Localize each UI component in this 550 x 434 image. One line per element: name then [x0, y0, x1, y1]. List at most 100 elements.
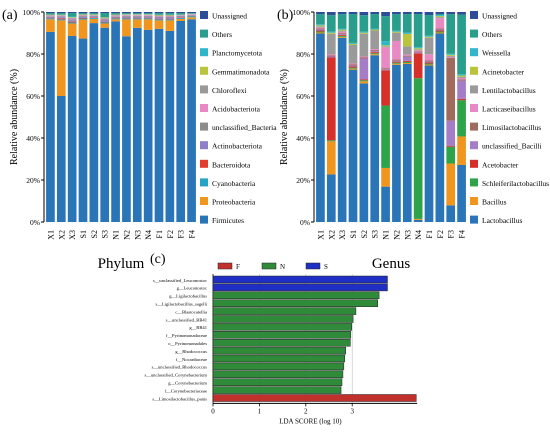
bar-a-n4-proteobacteria: [143, 19, 153, 30]
bar-b-s3-unassigned: [370, 12, 380, 15]
bar-a-x3-bacteroidota: [67, 21, 77, 23]
bar-a-s2-actinobacteriota: [89, 16, 99, 18]
bar-b-n4-weissella: [413, 47, 423, 49]
legend-swatch-b-acetobacter: [470, 159, 478, 168]
bar-b-s2-bacillus: [359, 81, 369, 84]
bar-b-n2-unassigned: [392, 12, 401, 15]
bar-a-n2-others: [122, 13, 131, 15]
bar-b-n2-others: [392, 14, 401, 31]
lda-label-s-unclassified-rhodococcus: s__unclassified_Rhodococcus: [152, 365, 208, 370]
lda-bar-g-leuconostoc: [212, 283, 388, 292]
bar-b-x2-unclassified-bacilli: [326, 56, 336, 58]
legend-swatch-b-lacticaseibacillus: [470, 104, 478, 112]
bar-a-n3-actinobacteriota: [132, 16, 142, 18]
panel-a-ytick-label: 100%: [23, 8, 41, 17]
bar-b-x2-bacillus: [326, 141, 336, 175]
xtick-a-n3: N3: [133, 230, 142, 240]
panel-c-xtick-label: 1: [258, 407, 262, 415]
bar-b-n2-schleiferilactobacillus: [392, 62, 401, 64]
bar-a-x3-actinobacteriota: [67, 20, 77, 22]
bar-b-x3-acinetobacter: [337, 29, 347, 31]
legend-label-a-others: Others: [212, 30, 232, 39]
bar-a-f1-others: [154, 13, 164, 15]
bar-b-s3-others: [370, 14, 380, 29]
lda-bar-s-limosilactobacillus-panis: [212, 394, 417, 402]
bar-a-s2-proteobacteria: [89, 18, 99, 24]
lda-label-s-unclassified-corynebacterium: s__unclassified_Corynebacterium: [144, 373, 207, 378]
bar-a-f3-unclassified-bacteria: [176, 15, 186, 17]
bar-b-n4-acetobacter: [413, 53, 423, 79]
bar-b-n2-lactobacillus: [392, 64, 401, 222]
bar-b-s1-lacticaseibacillus: [348, 63, 358, 65]
bar-a-s3-chloroflexi: [100, 18, 110, 19]
lda-bar-g-rhodococcus: [212, 346, 346, 355]
bar-b-f4-unassigned: [457, 12, 466, 15]
lda-label-g-corynebacterium: g__Corynebacterium: [168, 381, 207, 386]
bar-a-s1-acidobacteriota: [78, 15, 88, 17]
bar-b-s2-weissella: [359, 31, 369, 33]
lda-label-f-pyrinomonadaceae: f__Pyrinomonadaceae: [166, 333, 207, 338]
bar-b-x1-acetobacter: [316, 30, 325, 32]
legend-swatch-a-proteobacteria: [200, 197, 208, 205]
bar-b-s2-others: [359, 15, 369, 32]
bar-b-s1-bacillus: [348, 68, 358, 70]
panel-c-taxa-labels: s__unclassified_Leuconostoc g__Leuconosto…: [144, 278, 207, 402]
legend-swatch-a-chloroflexi: [200, 85, 208, 94]
bar-b-s1-schleiferilactobacillus: [348, 67, 358, 69]
bar-a-s2-unclassified-bacteria: [89, 15, 99, 17]
bar-a-f1-proteobacteria: [154, 20, 164, 29]
xtick-b-n3: N3: [403, 230, 412, 240]
bar-b-x3-lactobacillus: [337, 37, 347, 223]
bar-a-x1-actinobacteriota: [46, 16, 55, 18]
bar-b-f3-unclassified-bacilli: [446, 120, 456, 146]
bar-b-n3-schleiferilactobacillus: [402, 61, 412, 63]
xtick-b-s3: S3: [371, 230, 380, 238]
panel-c-legend-swatch-f: [217, 262, 233, 270]
bar-b-f2-weissella: [435, 15, 445, 17]
bar-b-n1-others: [381, 16, 390, 42]
panel-a-ylabel: Relative abundance (%): [9, 69, 20, 165]
legend-swatch-b-others: [470, 29, 478, 38]
bar-b-x1-bacillus: [316, 32, 325, 34]
panel-b-xticks: X1 X2 X3 S1 S2 S3 N1 N2 N3 N4 F1 F2 F3 F4: [316, 230, 466, 240]
bar-b-n4-lentilactobacillus: [413, 49, 423, 51]
bar-a-x2-actinobacteriota: [56, 17, 66, 19]
legend-label-a-bacteroidota: Bacteroidota: [212, 160, 251, 169]
panel-c-xtick-label: 0: [211, 407, 215, 415]
xtick-a-n2: N2: [122, 230, 131, 240]
bar-b-x2-weissella: [326, 31, 336, 33]
bar-b-n2-lacticaseibacillus: [392, 40, 401, 60]
bar-b-f3-lentilactobacillus: [446, 55, 456, 57]
bar-b-s2-acetobacter: [359, 79, 369, 81]
legend-swatch-b-weissella: [470, 48, 478, 57]
bar-a-f3-bacteroidota: [176, 17, 186, 18]
bar-a-x2-acidobacteriota: [56, 15, 66, 17]
bar-b-x2-schleiferilactobacillus: [326, 140, 336, 142]
bar-a-n4-unclassified-bacteria: [143, 15, 153, 17]
bar-b-s3-bacillus: [370, 54, 380, 56]
panel-b-genus: (b) Relative abundance (%) 0% 20% 40% 60% 80…: [277, 8, 549, 272]
bar-b-f3-lactobacillus: [446, 205, 456, 222]
bar-b-x2-unassigned: [326, 12, 336, 16]
bar-a-f4-unassigned: [187, 12, 196, 14]
bar-a-f4-others: [187, 13, 196, 14]
bar-a-s1-bacteroidota: [78, 17, 88, 19]
panel-a-ytick-label: 60%: [26, 92, 40, 101]
bar-a-n1-proteobacteria: [111, 19, 120, 22]
xtick-a-n1: N1: [112, 230, 121, 240]
bar-b-s2-lentilactobacillus: [359, 33, 369, 57]
bar-a-f1-bacteroidota: [154, 18, 164, 20]
bar-b-f2-unclassified-bacilli: [435, 29, 445, 31]
panel-c-legend-label-f: F: [236, 263, 240, 271]
lda-bar-f-pyrinomonadaceae: [212, 331, 352, 339]
legend-label-b-unclassified-bacilli: unclassified_Bacilli: [482, 142, 542, 151]
bar-a-n2-unclassified-bacteria: [122, 15, 131, 17]
bar-b-n4-lactobacillus: [413, 219, 423, 222]
bar-a-x2-chloroflexi: [56, 15, 66, 16]
panel-b-label: (b): [277, 8, 294, 23]
bar-a-f2-actinobacteriota: [165, 17, 175, 19]
bar-a-x1-unclassified-bacteria: [46, 16, 55, 17]
bar-b-s3-lentilactobacillus: [370, 30, 380, 50]
